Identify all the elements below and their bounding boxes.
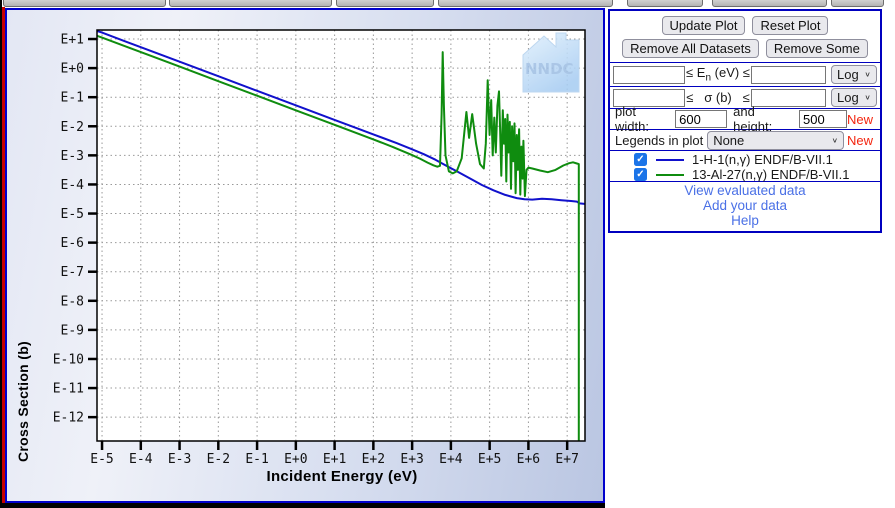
cropped-toolbar-button[interactable] [3,0,166,7]
legends-in-plot-label: Legends in plot [615,132,704,148]
new-badge: New [846,132,873,148]
dataset-row: ✓ 13-Al-27(n,γ) ENDF/B-VII.1 [610,167,880,182]
dataset-checkbox[interactable]: ✓ [634,153,647,166]
cropped-toolbar-button[interactable] [831,0,884,7]
svg-text:NNDC: NNDC [525,60,574,78]
svg-text:E-2: E-2 [61,120,84,135]
plot-width-input[interactable] [675,110,728,128]
svg-text:E-6: E-6 [61,236,84,251]
control-panel: Update Plot Reset Plot Remove All Datase… [608,9,882,233]
svg-text:E-10: E-10 [53,352,84,367]
plot-size-row: plot width: and height: New [610,104,880,134]
sigma-max-input[interactable] [751,88,826,107]
chevron-down-icon: ∨ [864,70,871,79]
window-edge-red-line [2,7,5,503]
svg-text:E+5: E+5 [478,452,501,467]
update-plot-button[interactable]: Update Plot [661,16,746,35]
dataset-label: 1-H-1(n,γ) ENDF/B-VII.1 [692,152,833,167]
svg-text:E-7: E-7 [61,265,84,280]
svg-text:E-11: E-11 [53,382,84,397]
legends-row: Legends in plot None ∨ New [610,129,880,150]
cross-section-chart: NNDC E-5 E-4 E-3 E-2 E-1 E+0 E+1 E+2 E+3 E+4 E+5 E+6… [5,8,605,503]
add-your-data-link[interactable]: Add your data [702,198,788,213]
energy-scale-select[interactable]: Log ∨ [831,65,877,84]
dataset-row: ✓ 1-H-1(n,γ) ENDF/B-VII.1 [610,152,880,167]
svg-text:E-5: E-5 [61,207,84,222]
x-axis-title: Incident Energy (eV) [266,468,418,485]
svg-text:E+4: E+4 [439,452,463,467]
legends-select[interactable]: None ∨ [707,130,845,150]
series-color-swatch [656,173,684,176]
view-evaluated-data-link[interactable]: View evaluated data [684,183,806,198]
svg-text:E+0: E+0 [284,452,307,467]
new-badge: New [846,111,873,127]
window-edge-bottom [0,503,605,508]
dataset-label: 13-Al-27(n,γ) ENDF/B-VII.1 [692,167,850,182]
svg-text:E+0: E+0 [61,62,84,77]
sigma-range-row: ≤ σ (b) ≤ Log ∨ [610,86,880,108]
remove-some-button[interactable]: Remove Some [765,39,868,58]
chevron-down-icon: ∨ [864,93,871,102]
cropped-toolbar-button[interactable] [169,0,332,7]
svg-text:E+1: E+1 [323,452,346,467]
svg-text:E+2: E+2 [362,452,385,467]
plot-width-label: plot width: [615,104,649,134]
energy-range-label: ≤ En (eV) ≤ [686,65,750,84]
svg-text:E+6: E+6 [517,452,540,467]
svg-text:E+3: E+3 [400,452,423,467]
chevron-down-icon: ∨ [831,135,839,144]
svg-text:E-4: E-4 [61,178,85,193]
plot-height-label: and height: [733,104,773,134]
svg-text:E+7: E+7 [555,452,578,467]
help-link[interactable]: Help [731,213,759,228]
series-color-swatch [656,158,684,161]
dataset-checkbox[interactable]: ✓ [634,168,647,181]
links-section: View evaluated data Add your data Help [610,181,880,231]
energy-min-input[interactable] [613,65,685,84]
cropped-toolbar-button[interactable] [627,0,703,7]
button-rows: Update Plot Reset Plot Remove All Datase… [610,11,880,62]
svg-text:E-1: E-1 [61,91,84,106]
svg-text:E-12: E-12 [53,411,84,426]
svg-text:E-1: E-1 [245,452,268,467]
remove-all-datasets-button[interactable]: Remove All Datasets [622,39,759,58]
svg-text:E-3: E-3 [168,452,191,467]
cropped-toolbar-button[interactable] [336,0,434,7]
sigma-min-input[interactable] [613,88,685,107]
window-edge-left [0,0,2,508]
plot-height-input[interactable] [798,110,847,128]
sigma-range-label: ≤ σ (b) ≤ [686,90,750,105]
dataset-list: ✓ 1-H-1(n,γ) ENDF/B-VII.1 ✓ 13-Al-27(n,γ… [610,150,880,182]
cropped-toolbar-button[interactable] [438,0,613,7]
svg-text:E-4: E-4 [129,452,153,467]
svg-text:E+1: E+1 [61,33,84,48]
reset-plot-button[interactable]: Reset Plot [752,16,829,35]
svg-text:E-3: E-3 [61,149,84,164]
svg-text:E-9: E-9 [61,323,84,338]
y-axis-title: Cross Section (b) [15,340,31,462]
svg-text:E-5: E-5 [90,452,113,467]
svg-text:E-2: E-2 [207,452,230,467]
chart-canvas: NNDC E-5 E-4 E-3 E-2 E-1 E+0 E+1 E+2 E+3 E+4 E+5 E+6… [53,29,586,467]
energy-max-input[interactable] [751,65,826,84]
cropped-toolbar-button[interactable] [712,0,827,7]
sigma-scale-select[interactable]: Log ∨ [831,88,877,107]
svg-text:E-8: E-8 [61,294,84,309]
energy-range-row: ≤ En (eV) ≤ Log ∨ [610,62,880,86]
